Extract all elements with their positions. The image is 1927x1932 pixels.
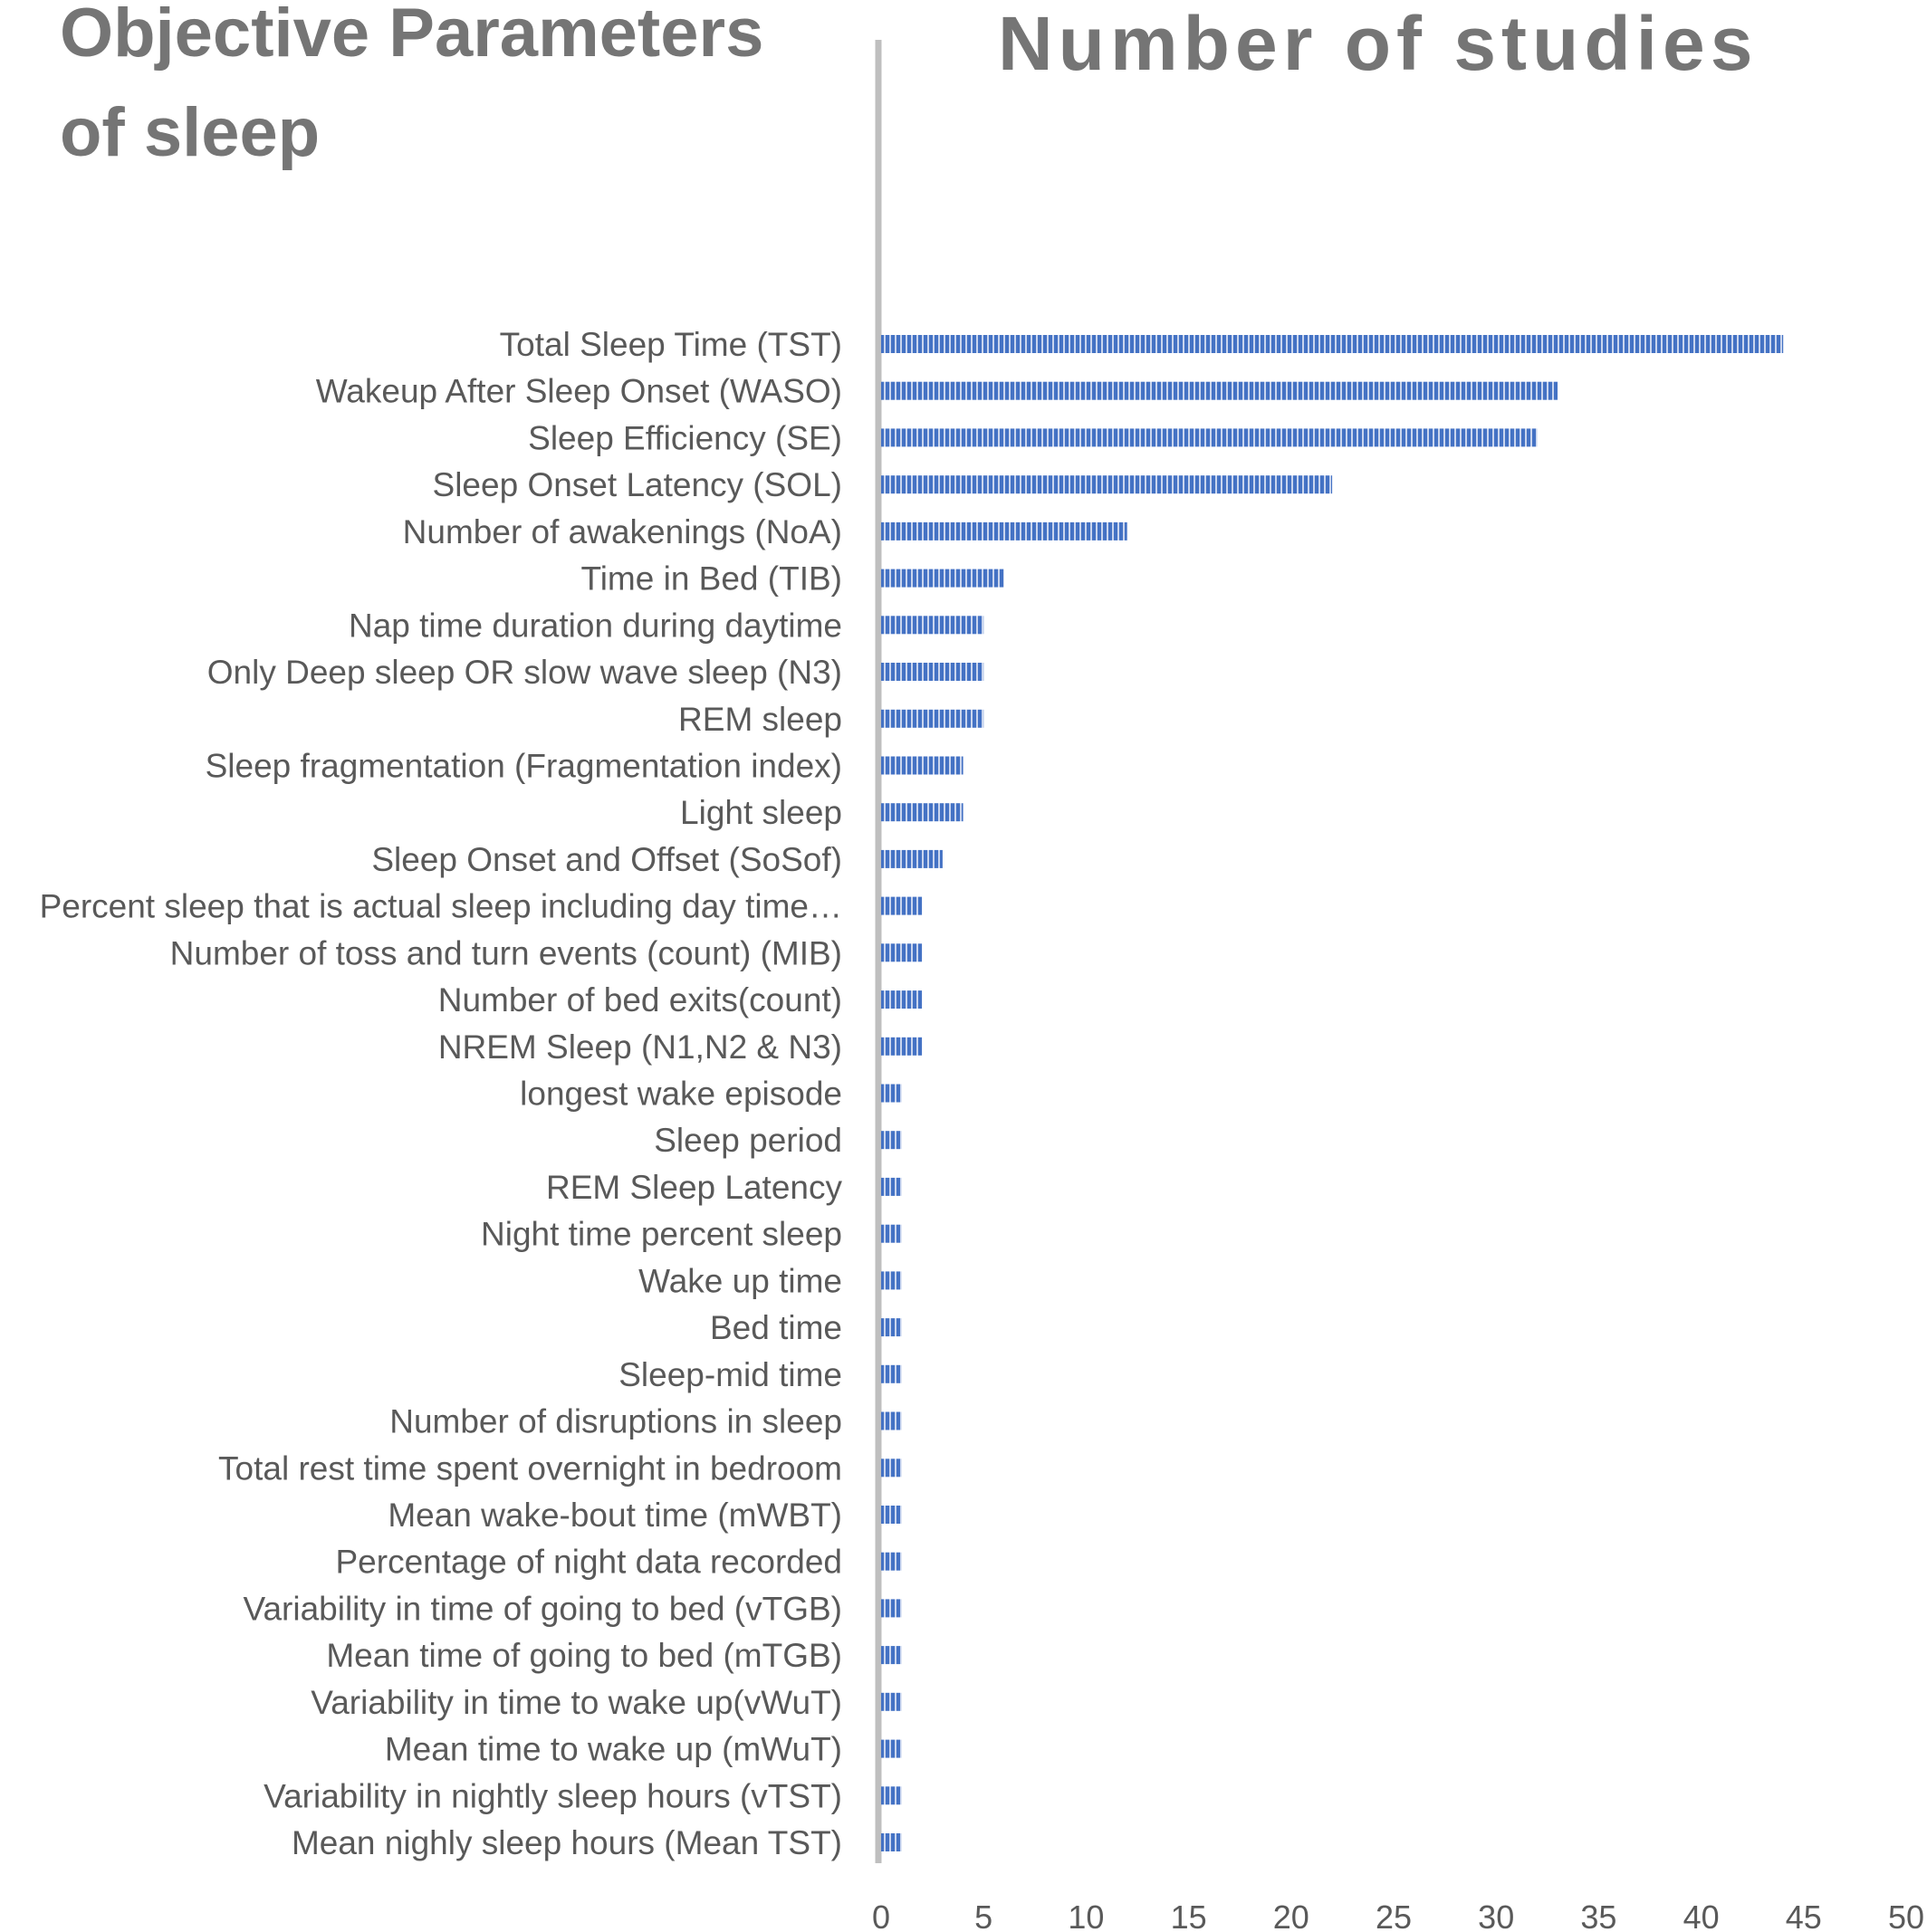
left-title-line2: of sleep [60,94,320,171]
bar [881,521,1127,540]
category-label: Sleep-mid time [618,1356,842,1393]
category-label: Mean time to wake up (mWuT) [385,1731,842,1768]
category-label: Mean time of going to bed (mTGB) [326,1637,842,1674]
category-label: Percent sleep that is actual sleep inclu… [40,888,842,925]
bar [881,849,943,868]
category-label: Sleep period [654,1122,842,1159]
bar [881,1271,902,1290]
bar [881,1084,902,1103]
category-label: Variability in nightly sleep hours (vTST… [264,1777,842,1814]
category-label: Time in Bed (TIB) [580,560,842,598]
category-label: REM Sleep Latency [546,1169,843,1206]
category-label: Number of toss and turn events (count) (… [170,934,842,971]
bar [881,1739,902,1758]
category-label: Wake up time [638,1262,842,1299]
category-label: longest wake episode [520,1076,842,1113]
category-label: Mean wake-bout time (mWBT) [388,1497,842,1534]
bar [881,1552,902,1571]
x-tick-label: 5 [974,1899,992,1932]
x-tick-label: 10 [1068,1899,1104,1932]
category-label: Sleep Efficiency (SE) [528,419,842,456]
bar [881,1692,902,1711]
category-label: Sleep fragmentation (Fragmentation index… [206,748,842,785]
bar [881,381,1558,400]
category-label: Only Deep sleep OR slow wave sleep (N3) [207,654,842,691]
category-label: Total rest time spent overnight in bedro… [218,1449,842,1487]
left-title-line1: Objective Parameters [60,0,763,72]
x-tick-label: 25 [1376,1899,1412,1932]
bars-group [881,335,1784,1851]
category-label: Sleep Onset Latency (SOL) [433,466,842,503]
bar [881,1459,902,1478]
bar [881,616,984,635]
bar [881,335,1784,353]
x-tick-label: 20 [1273,1899,1309,1932]
category-label: Number of bed exits(count) [438,981,842,1019]
category-label: Total Sleep Time (TST) [500,326,842,363]
bar [881,1224,902,1243]
category-label: Percentage of night data recorded [336,1544,843,1581]
bar [881,990,923,1009]
category-label: Wakeup After Sleep Onset (WASO) [316,373,842,410]
x-tick-label: 40 [1683,1899,1720,1932]
x-tick-label: 0 [872,1899,890,1932]
bar [881,1037,923,1056]
category-label: Light sleep [680,794,842,831]
bar [881,1506,902,1524]
bar [881,569,1004,588]
x-tick-label: 50 [1888,1899,1924,1932]
bar [881,1411,902,1430]
category-label: Bed time [710,1309,842,1346]
category-label: Sleep Onset and Offset (SoSof) [371,841,842,878]
bar [881,663,984,681]
bar [881,1599,902,1618]
bar [881,428,1538,447]
bar [881,1131,902,1150]
bar [881,1177,902,1196]
right-title: Number of studies [998,1,1758,86]
bar [881,1786,902,1805]
bar [881,709,984,728]
bar [881,1364,902,1383]
x-tick-label: 35 [1580,1899,1616,1932]
category-label: Night time percent sleep [481,1216,842,1253]
category-label: Nap time duration during daytime [349,607,842,644]
category-label: Number of awakenings (NoA) [403,513,842,550]
x-tick-labels-group: 0 5 10 15 20 25 30 35 40 45 50 [872,1899,1924,1932]
bar [881,756,964,775]
bar [881,1318,902,1337]
category-label: Variability in time of going to bed (vTG… [244,1590,842,1627]
category-label: Number of disruptions in sleep [389,1403,842,1440]
bar [881,475,1333,494]
bar [881,1646,902,1665]
bar [881,1833,902,1851]
bar [881,803,964,822]
category-label: REM sleep [678,701,842,738]
bar [881,896,923,915]
category-label: Variability in time to wake up(vWuT) [311,1684,842,1721]
category-label: NREM Sleep (N1,N2 & N3) [438,1028,842,1066]
x-tick-label: 45 [1786,1899,1822,1932]
x-tick-label: 15 [1171,1899,1207,1932]
category-labels-group: Total Sleep Time (TST) Wakeup After Sleep… [40,326,843,1861]
bar [881,943,923,962]
category-label: Mean nighly sleep hours (Mean TST) [292,1824,842,1861]
x-tick-label: 30 [1478,1899,1514,1932]
